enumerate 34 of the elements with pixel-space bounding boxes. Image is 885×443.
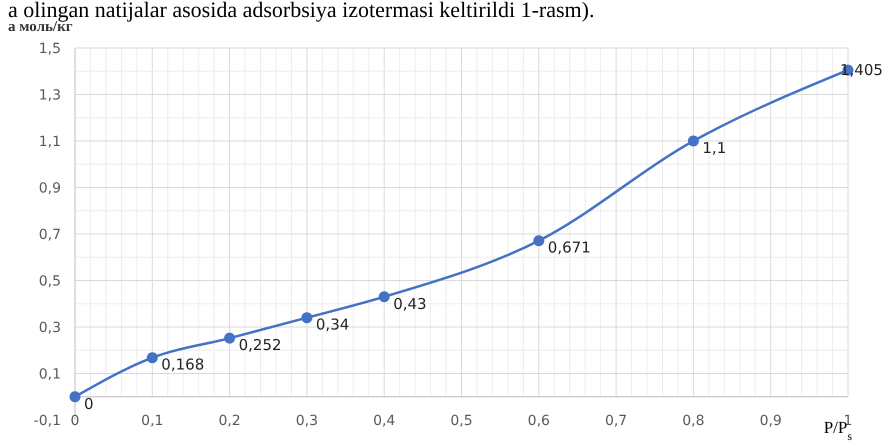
x-tick-label: 0 — [70, 412, 80, 429]
x-tick-label: 0,8 — [682, 412, 705, 429]
x-tick-label: 0,1 — [141, 412, 164, 429]
y-tick-label: 0,7 — [38, 226, 61, 243]
data-label: 1,1 — [702, 139, 726, 157]
x-tick-label: 0,5 — [450, 412, 473, 429]
text: a olingan natijalar asosida adsorbsiya izotermasi keltirildi 1-rasm). — [8, 0, 594, 22]
data-label: 0 — [84, 394, 94, 413]
x-tick-label: 0,3 — [296, 412, 318, 429]
point — [533, 235, 544, 246]
data-label: 0,43 — [393, 294, 427, 313]
x-tick-label: 0,7 — [604, 412, 628, 429]
data-label: 0,252 — [238, 336, 282, 354]
x-tick-label: 0,4 — [373, 412, 396, 429]
point — [378, 291, 390, 302]
point — [224, 332, 236, 344]
y-tick-label: 1,1 — [38, 134, 61, 150]
y-tick-label: 1,3 — [38, 87, 61, 104]
x-tick-label: 0,2 — [218, 412, 241, 429]
y-tick-label: 0,1 — [38, 366, 61, 382]
data-label: 0,34 — [316, 316, 350, 334]
y-tick-label: 0,5 — [38, 273, 61, 290]
data-label: 0,168 — [161, 356, 204, 374]
point — [688, 136, 699, 146]
y-tick-label: 1,5 — [38, 40, 61, 57]
y-tick-label: 0,3 — [38, 320, 61, 336]
point — [146, 352, 158, 364]
point — [70, 391, 80, 402]
data-label: 0,671 — [548, 238, 591, 257]
point — [301, 312, 312, 324]
y-tick-label: -0,1 — [34, 412, 61, 429]
x-tick-label: 0,9 — [760, 412, 782, 429]
x-tick-label: 0,6 — [528, 412, 550, 429]
y-tick-label: 0,9 — [38, 180, 61, 196]
